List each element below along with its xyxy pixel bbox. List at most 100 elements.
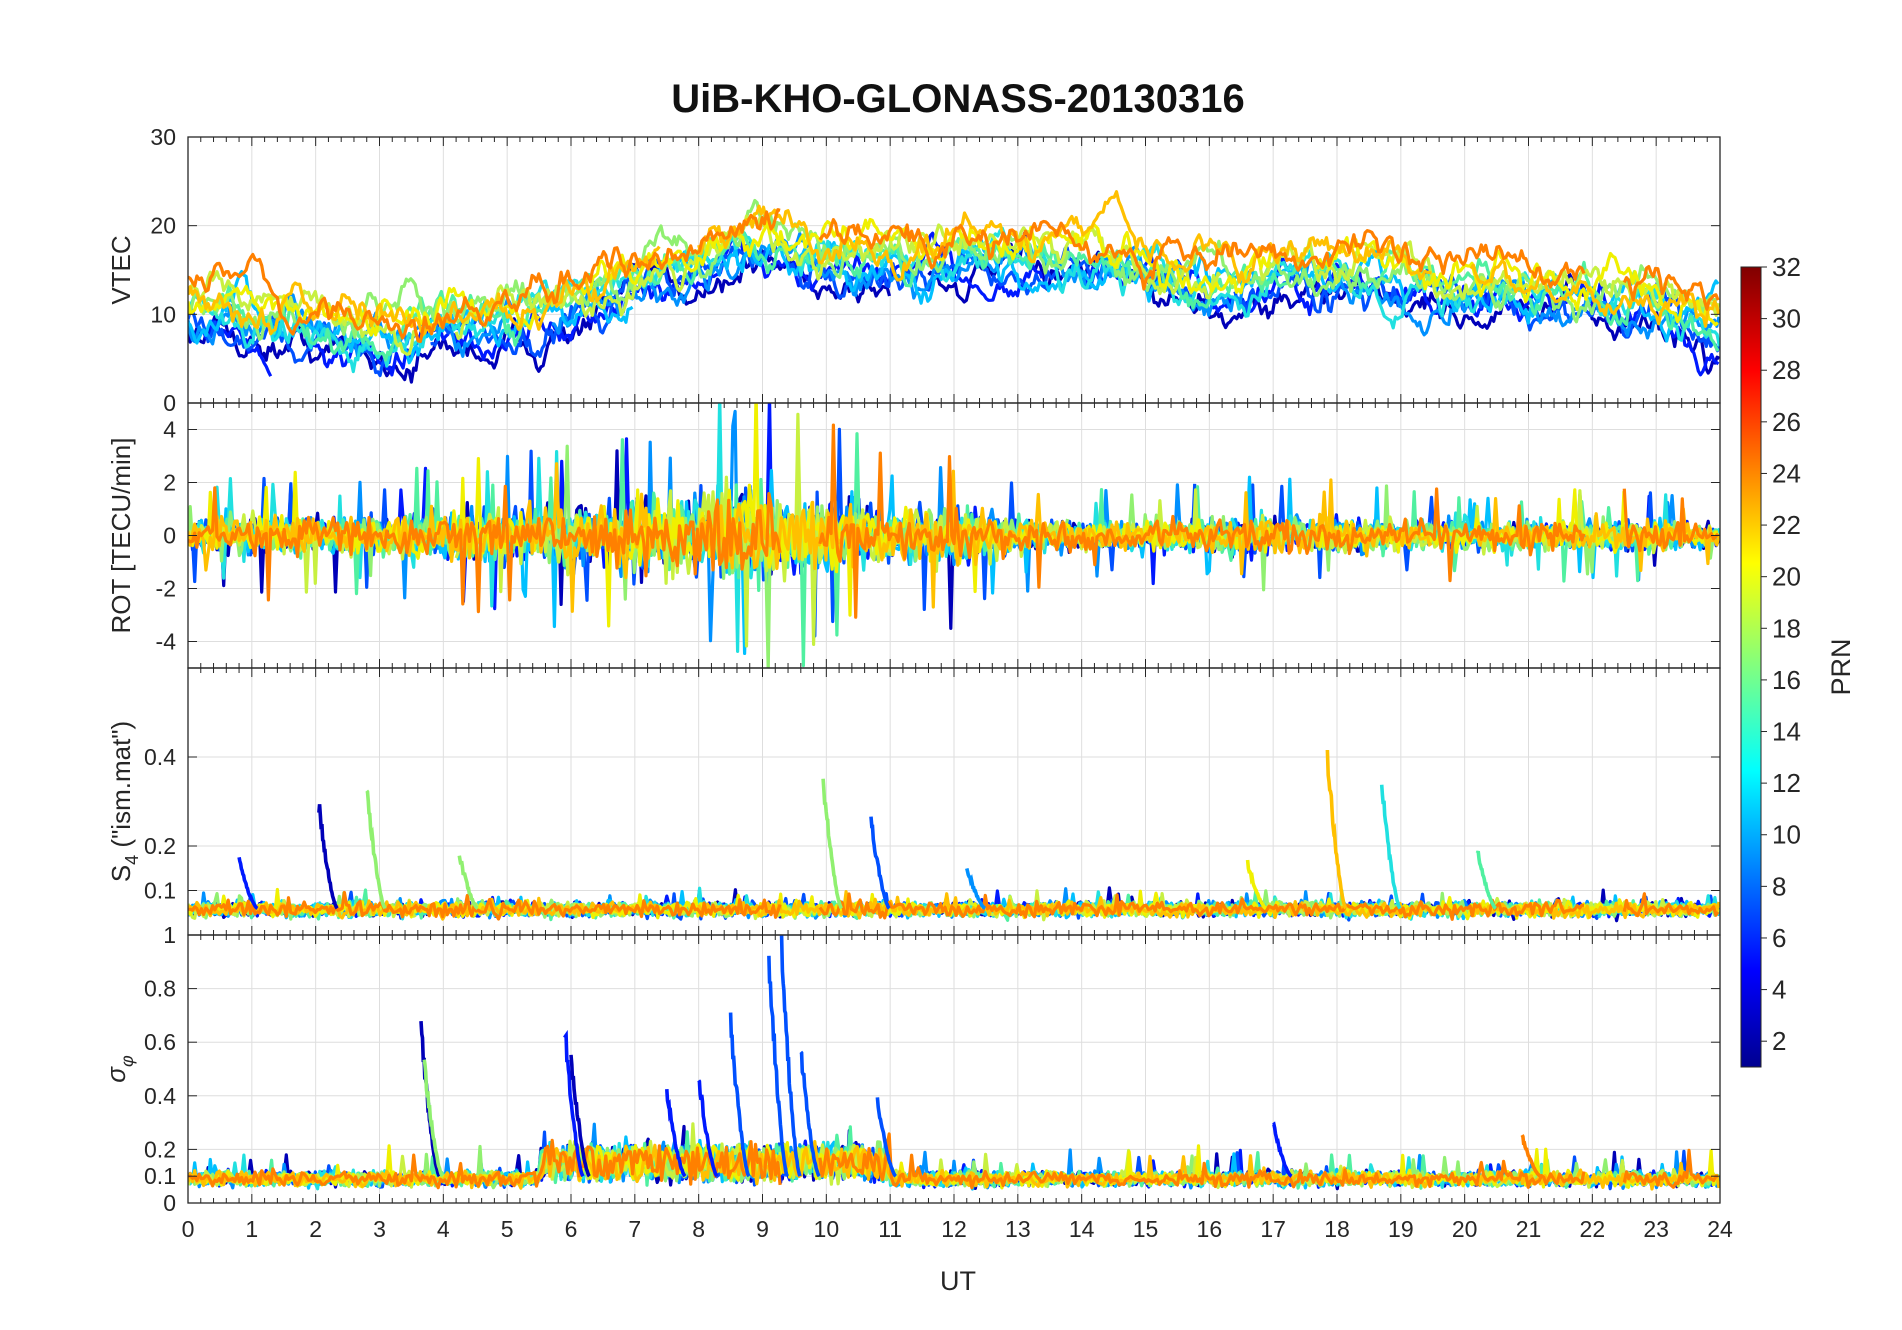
series-line — [818, 218, 1586, 291]
spike-mark — [1272, 1121, 1293, 1178]
x-tick-label: 21 — [1516, 1216, 1542, 1242]
y-tick-label: 30 — [150, 124, 176, 150]
panel-sigma_phi: 00.10.2 0.4 0.6 0.8 1 σφ — [101, 922, 1721, 1216]
series-line — [188, 208, 781, 344]
y-tick-label: 0.2 — [144, 1136, 176, 1162]
colorbar-tick-label: 20 — [1772, 562, 1801, 592]
spike-mark — [1520, 1134, 1542, 1178]
colorbar-tick-label: 28 — [1772, 355, 1801, 385]
y-tick-label: 0 — [163, 523, 176, 549]
series-line — [188, 462, 661, 613]
y-tick-label: 0.6 — [144, 1029, 176, 1055]
y-tick-label: 1 — [163, 922, 176, 948]
series-line — [188, 484, 782, 614]
x-tick-label: 12 — [941, 1216, 967, 1242]
panel-S4: 0.1 0.2 0.4S4 ("ism.mat") — [106, 667, 1721, 936]
spike-mark — [563, 1029, 585, 1178]
series-line — [671, 238, 1408, 305]
y-tick-label: 0.2 — [144, 833, 176, 859]
series-line — [1622, 892, 1720, 918]
colorbar-gradient — [1740, 266, 1762, 1068]
spike-mark — [728, 1012, 751, 1178]
spike-mark — [869, 816, 891, 910]
series-line — [575, 217, 1280, 296]
panel-ROT: -4 -2 0 2 4 ROT [TECU/min] — [106, 402, 1721, 669]
x-tick-label: 5 — [501, 1216, 514, 1242]
y-tick-label: -4 — [156, 629, 177, 655]
y-tick-label: 0 — [163, 390, 176, 416]
y-tick-label: 20 — [150, 213, 176, 239]
x-tick-label: 2 — [309, 1216, 322, 1242]
x-tick-label: 3 — [373, 1216, 386, 1242]
spike-mark — [1245, 859, 1267, 910]
y-tick-label: 0.4 — [144, 744, 176, 770]
spike-mark — [1475, 850, 1497, 910]
spike-mark — [965, 867, 987, 910]
x-tick-label: 15 — [1133, 1216, 1159, 1242]
spike-mark — [422, 1059, 445, 1178]
series-group — [188, 190, 1720, 384]
series-line — [1622, 488, 1720, 553]
x-tick-label: 18 — [1324, 1216, 1350, 1242]
y-tick-label: 0.1 — [144, 1163, 176, 1189]
series-line — [188, 308, 393, 378]
colorbar-tick-label: 8 — [1772, 871, 1786, 901]
y-tick-label: 0 — [163, 1190, 176, 1216]
colorbar-tick-label: 16 — [1772, 665, 1801, 695]
spike-mark — [1325, 749, 1348, 910]
series-line — [818, 892, 1585, 921]
spike-mark — [569, 1054, 591, 1178]
y-tick-label: 2 — [163, 470, 176, 496]
y-tick-label: 0.4 — [144, 1083, 176, 1109]
colorbar-tick-label: 6 — [1772, 923, 1786, 953]
series-line — [1469, 258, 1720, 328]
y-tick-label: 10 — [150, 301, 176, 327]
series-line — [454, 214, 1222, 340]
series-line — [697, 190, 1432, 284]
x-tick-label: 22 — [1580, 1216, 1606, 1242]
colorbar-tick-label: 2 — [1772, 1026, 1786, 1056]
series-line — [188, 249, 892, 384]
x-tick-label: 23 — [1643, 1216, 1669, 1242]
series-line — [188, 890, 782, 921]
series-group — [188, 403, 1720, 668]
colorbar-label: PRN — [1826, 638, 1856, 695]
x-tick-label: 20 — [1452, 1216, 1478, 1242]
y-axis-label: σφ — [101, 1055, 137, 1083]
series-group — [188, 935, 1720, 1191]
x-tick-label: 9 — [756, 1216, 769, 1242]
series-line — [1258, 237, 1720, 317]
x-tick-label: 13 — [1005, 1216, 1031, 1242]
series-line — [1316, 236, 1719, 327]
x-tick-label: 19 — [1388, 1216, 1414, 1242]
colorbar-tick-label: 32 — [1772, 252, 1801, 282]
x-tick-label: 10 — [814, 1216, 840, 1242]
x-tick-label: 14 — [1069, 1216, 1095, 1242]
y-tick-label: 4 — [163, 417, 176, 443]
x-tick-label: 8 — [692, 1216, 705, 1242]
colorbar-tick-label: 22 — [1772, 510, 1801, 540]
series-line — [188, 1138, 782, 1190]
spike-mark — [821, 778, 844, 910]
series-group — [188, 749, 1720, 923]
colorbar-tick-label: 26 — [1772, 407, 1801, 437]
series-line — [818, 423, 1586, 619]
x-tick-label: 24 — [1707, 1216, 1733, 1242]
series-line — [1622, 1148, 1719, 1189]
spike-mark — [697, 1079, 719, 1178]
colorbar-tick-label: 30 — [1772, 304, 1801, 334]
x-tick-label: 11 — [878, 1216, 902, 1242]
series-line — [1622, 265, 1720, 311]
grid — [188, 934, 1720, 1204]
spike-mark — [767, 955, 789, 1177]
series-line — [818, 1132, 1586, 1190]
x-tick-label: 4 — [437, 1216, 450, 1242]
y-tick-label: 0.8 — [144, 976, 176, 1002]
y-tick-label: -2 — [156, 576, 176, 602]
chart-title: UiB-KHO-GLONASS-20130316 — [671, 77, 1245, 121]
colorbar-tick-label: 10 — [1772, 820, 1801, 850]
